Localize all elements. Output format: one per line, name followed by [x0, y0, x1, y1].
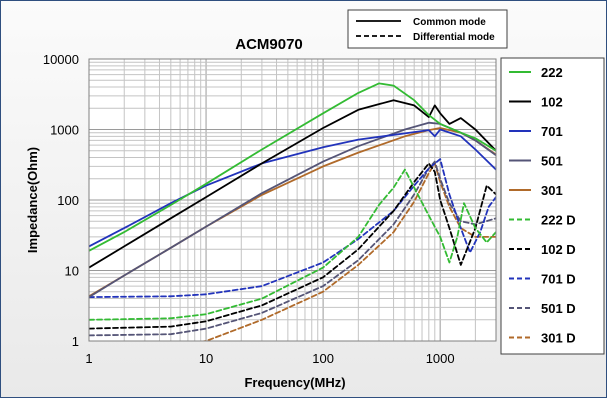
grid: [88, 59, 497, 342]
series-line-222-d: [89, 168, 496, 321]
plot-border: [88, 58, 497, 342]
series-line-102: [89, 99, 496, 269]
line-type-legend-box: [347, 9, 508, 49]
chart-title: ACM9070: [235, 36, 303, 53]
legend-label-102-d: 102 D: [541, 242, 576, 257]
legend-label-701-d: 701 D: [541, 272, 576, 287]
series-legend-box: [500, 57, 605, 355]
legend-label-301: 301: [541, 183, 563, 198]
x-tick-label: 1000: [426, 351, 455, 366]
y-tick-label: 1: [72, 334, 79, 349]
series-line-102-d: [89, 162, 496, 330]
common-mode-label: Common mode: [413, 17, 486, 28]
y-tick-labels: 1 10 100 1000 10000: [43, 52, 79, 349]
legend-label-501-d: 501 D: [541, 301, 576, 316]
x-tick-label: 10: [199, 351, 213, 366]
legend-label-701: 701: [541, 124, 563, 139]
y-tick-label: 1000: [50, 123, 79, 138]
differential-mode-label: Differential mode: [413, 32, 495, 43]
x-axis-title: Frequency(MHz): [244, 375, 345, 390]
y-tick-label: 10000: [43, 52, 79, 67]
series-line-222: [89, 82, 496, 252]
legend-label-222-d: 222 D: [541, 213, 576, 228]
x-tick-label: 1: [85, 351, 92, 366]
legend-label-501: 501: [541, 154, 563, 169]
y-tick-label: 100: [57, 193, 79, 208]
legend-label-222: 222: [541, 65, 563, 80]
series-layer: [89, 82, 496, 341]
series-line-501-d: [89, 160, 496, 337]
series-legend: 222 102 701 501 301 222 D 102 D 701 D 501 D 301 D: [509, 65, 576, 346]
series-line-701-d: [89, 158, 496, 299]
legend-label-301-d: 301 D: [541, 331, 576, 346]
y-axis-title: Impedance(Ohm): [25, 147, 40, 253]
series-line-301-d: [199, 162, 496, 341]
x-tick-labels: 1 10 100 1000: [85, 351, 454, 366]
line-type-legend: Common mode Differential mode: [347, 9, 508, 49]
legend-label-102: 102: [541, 95, 563, 110]
y-tick-label: 10: [65, 264, 79, 279]
x-tick-label: 100: [312, 351, 334, 366]
series-line-701: [89, 128, 496, 248]
